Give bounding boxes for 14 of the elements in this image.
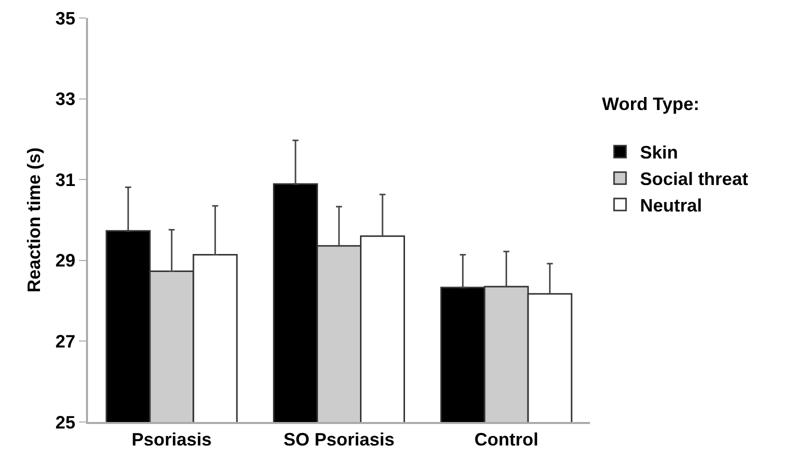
legend-label: Neutral: [640, 196, 702, 216]
y-tick-label: 29: [55, 250, 76, 271]
y-tick-label: 31: [55, 170, 76, 190]
y-tick-label: 25: [55, 412, 76, 432]
legend-title: Word Type:: [602, 94, 700, 114]
y-tick-label: 33: [55, 89, 76, 110]
y-axis-title: Reaction time (s): [24, 147, 44, 293]
x-tick-label: SO Psoriasis: [283, 430, 395, 450]
legend-label: Social threat: [640, 169, 748, 190]
y-tick-label: 27: [55, 332, 76, 352]
x-tick-label: Psoriasis: [132, 430, 212, 450]
x-tick-label: Control: [474, 430, 538, 450]
y-tick-label: 35: [55, 8, 76, 28]
legend-label: Skin: [640, 142, 678, 163]
